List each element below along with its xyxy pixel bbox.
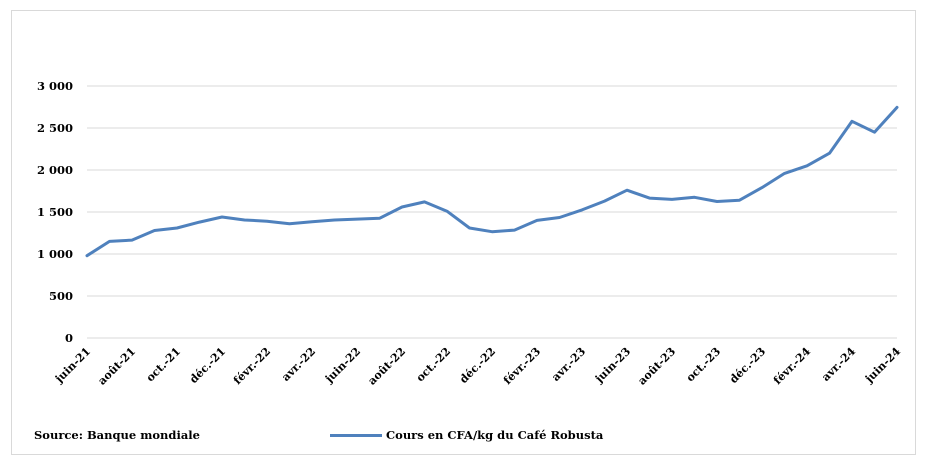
x-tick-label: juin-23: [592, 345, 633, 386]
x-tick-label: août-22: [365, 345, 408, 388]
source-note: Source: Banque mondiale: [34, 428, 200, 442]
x-tick-label: juin-22: [322, 345, 363, 386]
x-tick-label: oct.-23: [684, 345, 723, 384]
x-tick-label: oct.-21: [144, 345, 183, 384]
series-lines: [85, 105, 899, 258]
x-axis-ticks: juin-21 août-21 oct.-21 déc.-21 févr.-22 avr.…: [52, 345, 903, 388]
x-tick-label: févr.-22: [231, 345, 273, 387]
x-tick-label: févr.-24: [771, 345, 813, 387]
x-tick-label: déc.-23: [727, 345, 768, 386]
legend-swatch: [330, 433, 382, 437]
x-tick-label: juin-24: [862, 345, 903, 386]
x-tick-label: avr.-22: [279, 345, 318, 384]
legend-label: Cours en CFA/kg du Café Robusta: [386, 428, 604, 442]
y-tick-label: 2 500: [37, 121, 73, 135]
y-tick-label: 3 000: [37, 79, 73, 93]
x-tick-label: déc.-22: [457, 345, 498, 386]
y-tick-label: 2 000: [37, 163, 73, 177]
y-axis-ticks: 0 500 1 000 1 500 2 000 2 500 3 000: [37, 79, 73, 345]
x-tick-label: juin-21: [52, 345, 93, 386]
x-tick-label: avr.-23: [549, 345, 588, 384]
y-tick-label: 1 500: [37, 205, 73, 219]
y-tick-label: 1 000: [37, 247, 73, 261]
y-tick-label: 0: [65, 331, 73, 345]
series-line: [85, 105, 899, 258]
chart-frame: [11, 10, 916, 455]
gridlines: [87, 85, 897, 339]
x-tick-label: déc.-21: [187, 345, 228, 386]
x-tick-label: août-23: [635, 345, 678, 388]
x-tick-label: avr.-24: [819, 345, 858, 384]
x-tick-label: oct.-22: [414, 345, 453, 384]
x-tick-label: août-21: [95, 345, 138, 388]
x-tick-label: févr.-23: [501, 345, 543, 387]
y-tick-label: 500: [49, 289, 73, 303]
legend: Cours en CFA/kg du Café Robusta: [330, 428, 603, 442]
